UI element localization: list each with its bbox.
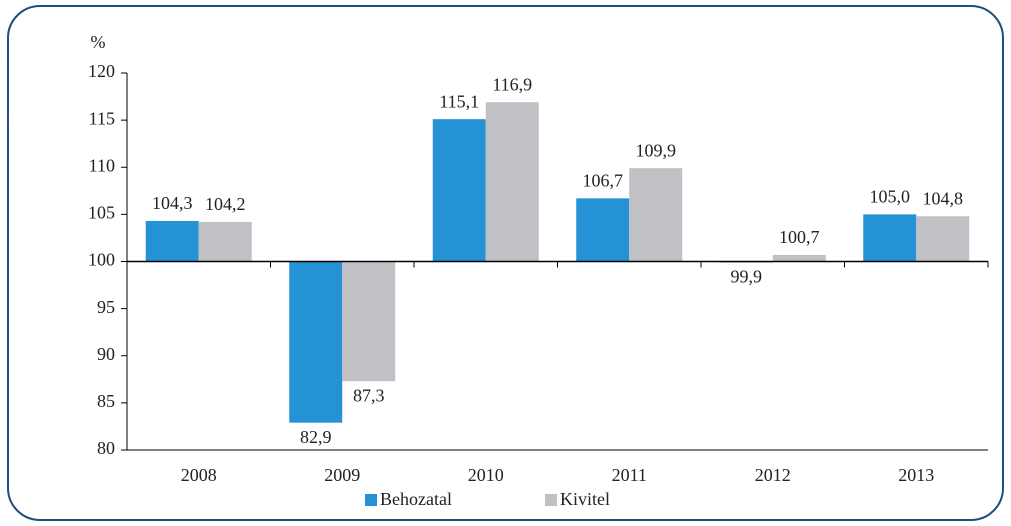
- data-label: 87,3: [353, 385, 385, 405]
- bar: [629, 168, 683, 262]
- data-label: 109,9: [636, 140, 677, 160]
- bar: [342, 261, 396, 382]
- data-label: 100,7: [779, 227, 820, 247]
- data-label: 115,1: [439, 91, 479, 111]
- x-tick-label: 2013: [898, 465, 934, 485]
- bar: [916, 216, 970, 262]
- y-tick-label: 115: [89, 108, 115, 128]
- legend-swatch: [545, 494, 557, 506]
- legend-swatch: [365, 494, 377, 506]
- x-tick-label: 2010: [468, 465, 504, 485]
- data-label: 99,9: [731, 267, 763, 287]
- legend-label: Kivitel: [560, 489, 610, 509]
- x-tick-label: 2009: [324, 465, 360, 485]
- y-tick-label: 120: [88, 61, 115, 81]
- y-tick-label: 100: [88, 250, 115, 270]
- data-label: 104,8: [923, 188, 964, 208]
- frame: [7, 5, 1004, 521]
- y-axis-label: %: [91, 32, 106, 52]
- y-tick-label: 90: [97, 344, 115, 364]
- bar: [198, 221, 252, 262]
- data-label: 82,9: [300, 427, 332, 447]
- bar: [289, 261, 343, 423]
- x-tick-label: 2012: [755, 465, 791, 485]
- legend-label: Behozatal: [380, 489, 452, 509]
- y-tick-label: 85: [97, 391, 115, 411]
- bar: [485, 102, 539, 262]
- y-tick-label: 95: [97, 297, 115, 317]
- x-tick-label: 2008: [181, 465, 217, 485]
- y-tick-label: 105: [88, 203, 115, 223]
- bar: [432, 119, 486, 262]
- data-label: 116,9: [492, 74, 532, 94]
- data-label: 104,2: [205, 194, 246, 214]
- y-tick-label: 110: [89, 155, 115, 175]
- bar: [145, 220, 199, 262]
- bar: [772, 254, 826, 262]
- data-label: 106,7: [583, 170, 624, 190]
- y-tick-label: 80: [97, 438, 115, 458]
- data-label: 105,0: [870, 187, 911, 207]
- bar: [576, 198, 630, 262]
- bar: [863, 214, 917, 262]
- x-tick-label: 2011: [612, 465, 647, 485]
- data-label: 104,3: [152, 193, 193, 213]
